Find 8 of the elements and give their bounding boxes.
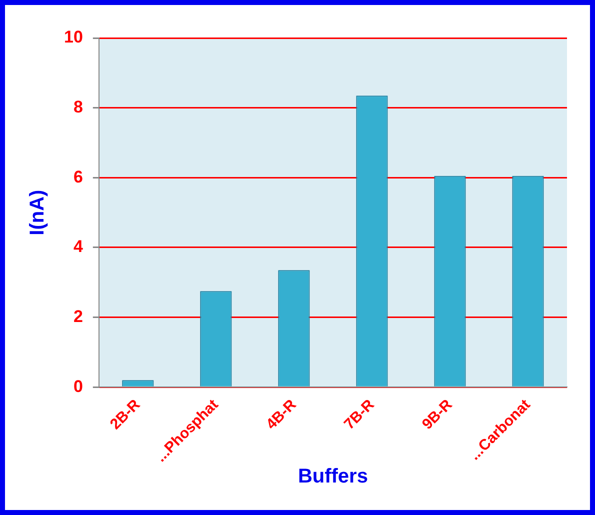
y-tick-label: 10 <box>64 28 83 47</box>
y-tick-label: 8 <box>73 98 83 117</box>
y-tick-label: 2 <box>73 306 83 326</box>
y-tick-label: 0 <box>73 376 83 396</box>
y-tick-label: 6 <box>73 167 83 186</box>
y-axis-title: I(nA) <box>26 190 49 236</box>
y-tick-label: 4 <box>73 237 84 256</box>
x-axis-title: Buffers <box>298 466 368 488</box>
